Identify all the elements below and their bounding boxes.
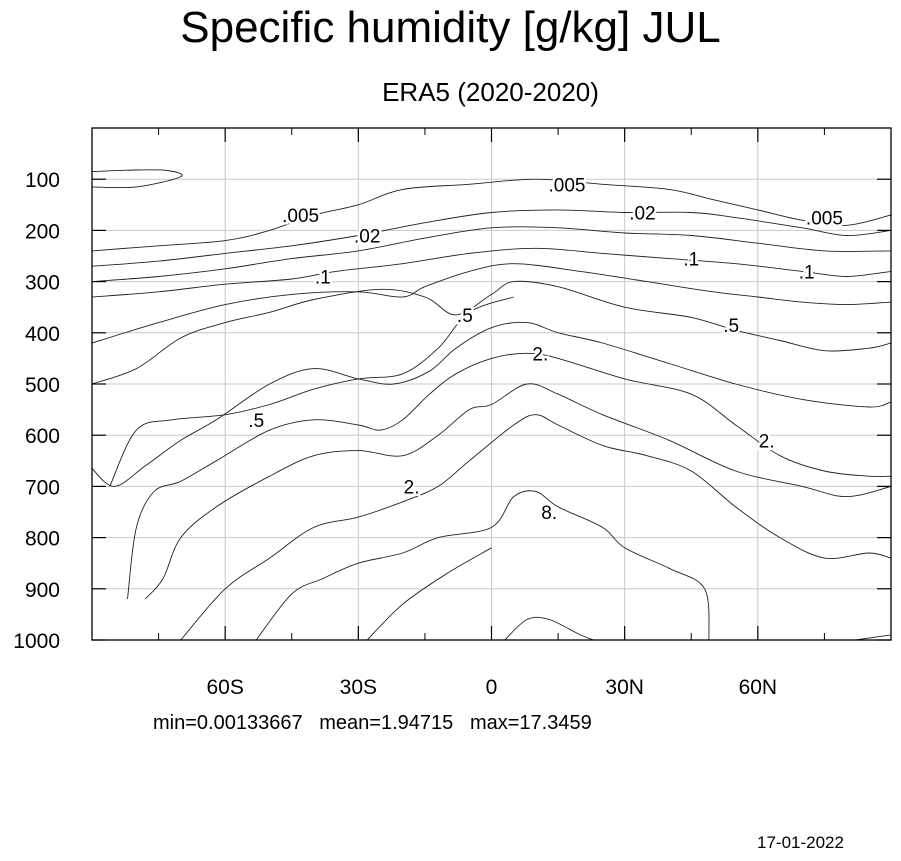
x-tick-label: 30S — [340, 676, 377, 699]
contour-line — [144, 383, 892, 600]
stat-mean: mean=1.94715 — [319, 712, 454, 734]
contour-line — [109, 296, 514, 487]
x-tick-label: 30N — [605, 676, 644, 699]
contour-labels: .005 .005 .005 .02 .02 .1 .1 .1 .5 .5 .5 2. 2. 2. 8. — [246, 173, 846, 527]
y-tick-label: 600 — [25, 425, 60, 448]
contour-line — [91, 226, 892, 283]
y-tick-label: 500 — [25, 374, 60, 397]
contour-label: 2. — [404, 477, 420, 498]
contour-line — [180, 414, 892, 641]
y-tick-label: 200 — [25, 220, 60, 243]
chart-subtitle: ERA5 (2020-2020) — [382, 77, 599, 107]
grid-lines — [92, 128, 891, 640]
contour-line — [255, 490, 710, 641]
y-tick-label: 900 — [25, 579, 60, 602]
contour-label: .005 — [806, 209, 843, 230]
contour-line — [127, 352, 892, 600]
y-tick-label: 800 — [25, 528, 60, 551]
contour-label: .02 — [354, 227, 380, 248]
stats-line: min=0.00133667 mean=1.94715 max=17.3459 — [153, 711, 592, 735]
axis-ticks: 60S 30S 0 30N 60N 100 200 300 400 500 600 700 800 900… — [13, 128, 891, 699]
date-stamp: 17-01-2022 — [757, 833, 844, 852]
stat-max: max=17.3459 — [469, 712, 592, 734]
contour-lines — [91, 169, 892, 641]
contour-label: .5 — [723, 316, 739, 337]
y-tick-label: 100 — [25, 169, 60, 192]
contour-line — [91, 209, 892, 267]
y-tick-label: 1000 — [13, 630, 60, 653]
contour-line — [855, 634, 892, 641]
contour-label: .5 — [457, 306, 473, 327]
contour-label: .02 — [629, 203, 655, 224]
contour-line — [91, 321, 892, 487]
contour-label: .1 — [799, 262, 815, 283]
contour-line — [366, 547, 492, 641]
contour-label: .005 — [282, 206, 319, 227]
contour-line — [91, 247, 892, 298]
y-tick-label: 400 — [25, 323, 60, 346]
contour-line — [91, 169, 183, 189]
contour-line — [504, 616, 594, 641]
x-tick-label: 0 — [486, 676, 498, 699]
stat-min: min=0.00133667 — [153, 712, 303, 734]
contour-label: 2. — [532, 344, 548, 365]
contour-label: 2. — [759, 431, 775, 452]
plot-frame — [91, 127, 892, 641]
y-tick-label: 300 — [25, 272, 60, 295]
x-tick-label: 60S — [206, 676, 243, 699]
contour-label: .005 — [548, 175, 585, 196]
contour-label: .1 — [315, 267, 331, 288]
y-tick-label: 700 — [25, 476, 60, 499]
contour-label: 8. — [541, 503, 557, 524]
contour-line — [91, 263, 892, 344]
x-tick-label: 60N — [739, 676, 778, 699]
contour-line — [91, 178, 892, 252]
contour-line — [91, 280, 892, 385]
chart-title: Specific humidity [g/kg] JUL — [180, 3, 721, 52]
contour-label: .1 — [683, 250, 699, 271]
contour-label: .5 — [248, 411, 264, 432]
